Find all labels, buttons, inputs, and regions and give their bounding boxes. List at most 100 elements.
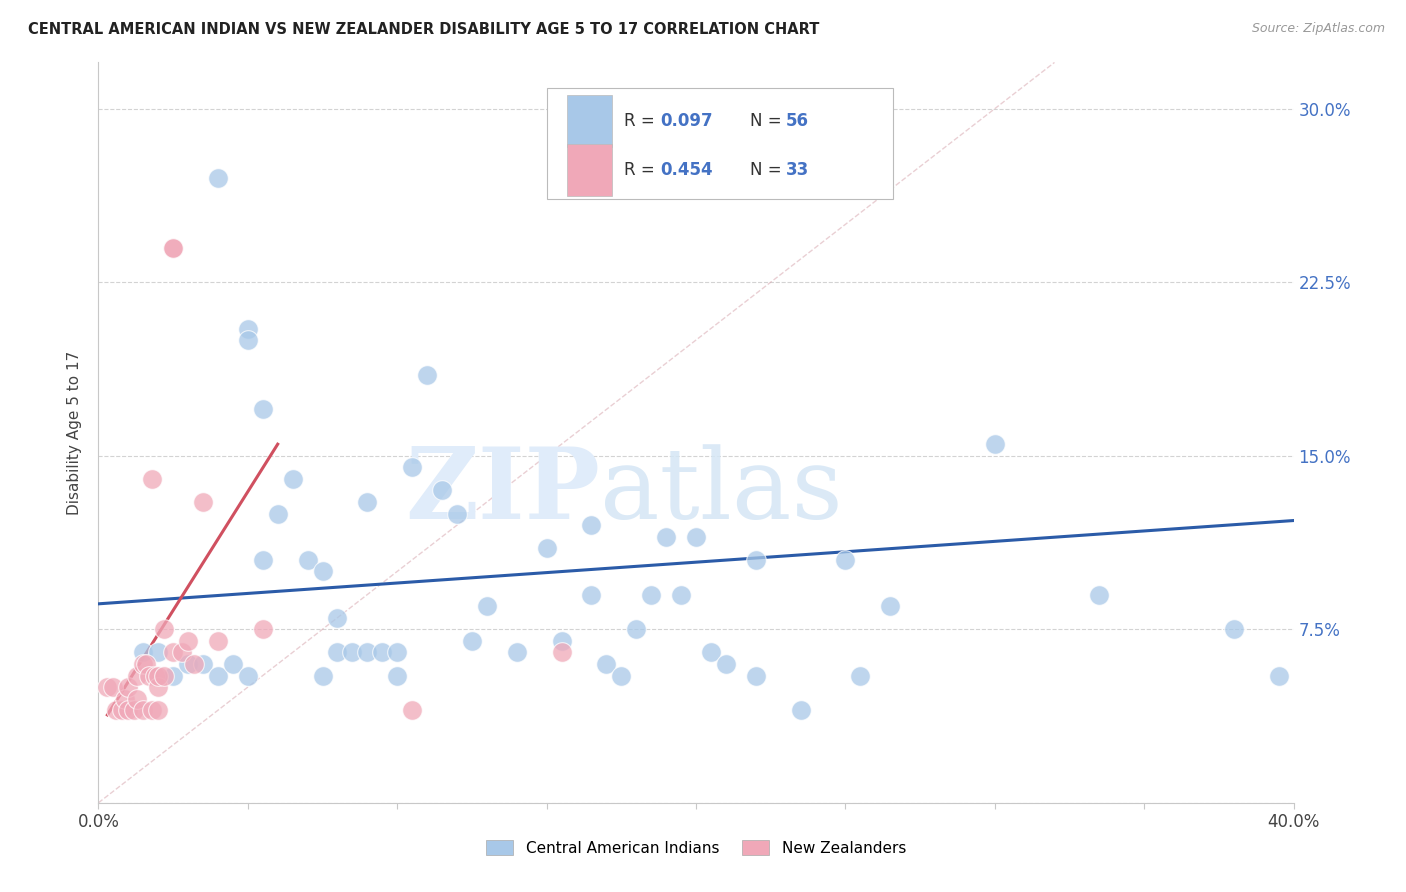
Point xyxy=(132,645,155,659)
Point xyxy=(311,668,333,682)
Point xyxy=(148,668,170,682)
Point xyxy=(984,437,1007,451)
Point xyxy=(127,668,149,682)
Text: R =: R = xyxy=(624,112,661,130)
Point xyxy=(148,703,170,717)
Point xyxy=(745,668,768,682)
Point xyxy=(416,368,439,382)
Point xyxy=(430,483,453,498)
Text: 0.454: 0.454 xyxy=(661,161,713,178)
Point xyxy=(236,668,259,682)
Point xyxy=(834,553,856,567)
Point xyxy=(117,680,139,694)
Point xyxy=(475,599,498,614)
Point xyxy=(446,507,468,521)
Point xyxy=(700,645,723,659)
Point xyxy=(685,530,707,544)
Text: atlas: atlas xyxy=(600,444,844,540)
Point xyxy=(114,691,136,706)
Point xyxy=(311,565,333,579)
Point xyxy=(297,553,319,567)
Point xyxy=(177,657,200,671)
Point xyxy=(191,495,214,509)
Point xyxy=(342,645,364,659)
Point xyxy=(581,588,603,602)
Text: ZIP: ZIP xyxy=(405,443,600,541)
Point xyxy=(207,668,229,682)
Point xyxy=(162,645,184,659)
Point xyxy=(252,622,274,636)
Point xyxy=(1088,588,1111,602)
Point xyxy=(789,703,811,717)
Text: Source: ZipAtlas.com: Source: ZipAtlas.com xyxy=(1251,22,1385,36)
Point xyxy=(143,668,166,682)
Point xyxy=(177,633,200,648)
Text: 56: 56 xyxy=(786,112,808,130)
Point xyxy=(595,657,617,671)
Point xyxy=(401,460,423,475)
Point xyxy=(745,553,768,567)
Text: 33: 33 xyxy=(786,161,808,178)
Point xyxy=(461,633,484,648)
Point xyxy=(117,703,139,717)
Point xyxy=(385,645,409,659)
Point xyxy=(153,622,176,636)
Point xyxy=(879,599,901,614)
Point xyxy=(96,680,118,694)
Point xyxy=(111,703,134,717)
Point xyxy=(281,472,304,486)
Text: R =: R = xyxy=(624,161,661,178)
Point xyxy=(326,610,349,624)
Point xyxy=(162,668,184,682)
Point xyxy=(385,668,409,682)
Text: 0.097: 0.097 xyxy=(661,112,713,130)
Point xyxy=(371,645,394,659)
Point xyxy=(550,645,572,659)
Point xyxy=(132,657,155,671)
Point xyxy=(581,518,603,533)
Point xyxy=(222,657,245,671)
Point xyxy=(103,680,125,694)
Legend: Central American Indians, New Zealanders: Central American Indians, New Zealanders xyxy=(479,834,912,862)
FancyBboxPatch shape xyxy=(567,95,613,147)
Point xyxy=(162,240,184,255)
Point xyxy=(506,645,529,659)
Point xyxy=(153,668,176,682)
Point xyxy=(236,321,259,335)
Text: CENTRAL AMERICAN INDIAN VS NEW ZEALANDER DISABILITY AGE 5 TO 17 CORRELATION CHAR: CENTRAL AMERICAN INDIAN VS NEW ZEALANDER… xyxy=(28,22,820,37)
Point xyxy=(135,657,157,671)
Point xyxy=(356,645,378,659)
Point xyxy=(401,703,423,717)
Point xyxy=(1223,622,1246,636)
Text: N =: N = xyxy=(749,161,786,178)
Point xyxy=(105,703,128,717)
Point xyxy=(714,657,737,671)
Text: N =: N = xyxy=(749,112,786,130)
Point xyxy=(550,633,572,648)
Point xyxy=(141,703,163,717)
Point xyxy=(191,657,214,671)
Point xyxy=(236,333,259,347)
Point xyxy=(148,680,170,694)
FancyBboxPatch shape xyxy=(567,144,613,195)
Point xyxy=(356,495,378,509)
Point xyxy=(141,472,163,486)
Point xyxy=(267,507,290,521)
FancyBboxPatch shape xyxy=(547,88,893,200)
Point xyxy=(640,588,662,602)
Point xyxy=(536,541,558,556)
Y-axis label: Disability Age 5 to 17: Disability Age 5 to 17 xyxy=(67,351,83,515)
Point xyxy=(626,622,648,636)
Point xyxy=(138,668,160,682)
Point xyxy=(132,703,155,717)
Point xyxy=(207,171,229,186)
Point xyxy=(127,691,149,706)
Point xyxy=(610,668,633,682)
Point xyxy=(124,703,146,717)
Point xyxy=(183,657,205,671)
Point xyxy=(849,668,872,682)
Point xyxy=(655,530,678,544)
Point xyxy=(326,645,349,659)
Point xyxy=(252,553,274,567)
Point xyxy=(162,240,184,255)
